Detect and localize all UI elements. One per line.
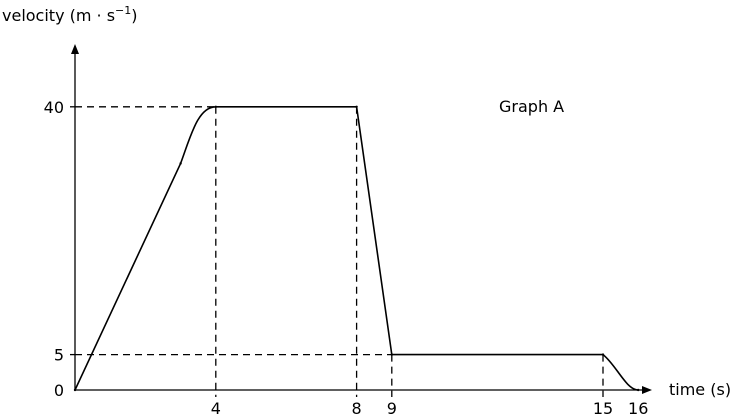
x-tick-labels: 4 8 9 15 16 <box>211 399 649 415</box>
x-axis-arrowhead <box>642 386 652 394</box>
chart-title: Graph A <box>499 97 564 116</box>
y-tick-label-0: 0 <box>54 381 64 400</box>
y-axis-label: velocity (m · s−1) <box>2 4 138 25</box>
y-axis-label-close: ) <box>131 6 137 25</box>
y-axis-label-exponent: −1 <box>115 4 131 17</box>
data-point-6 <box>637 388 640 392</box>
y-tick-labels: 0 5 40 <box>44 98 64 400</box>
y-tick-label-40: 40 <box>44 98 64 117</box>
data-point-0 <box>73 388 77 392</box>
data-point-1 <box>179 162 182 165</box>
data-point-3 <box>355 105 358 109</box>
x-tick-label-9: 9 <box>387 399 397 415</box>
tick-marks <box>70 106 75 356</box>
velocity-curve <box>74 106 639 391</box>
axes <box>71 44 652 394</box>
x-tick-label-8: 8 <box>352 399 362 415</box>
x-tick-label-4: 4 <box>211 399 221 415</box>
data-points <box>73 105 640 392</box>
x-tick-label-15: 15 <box>593 399 613 415</box>
x-tick-label-16: 16 <box>628 399 648 415</box>
data-point-5 <box>601 353 605 356</box>
y-axis-arrowhead <box>71 44 79 54</box>
data-point-4 <box>390 353 393 356</box>
y-axis-label-main: velocity (m · s <box>2 6 115 25</box>
y-tick-label-5: 5 <box>54 346 64 365</box>
x-axis-label: time (s) <box>669 380 731 399</box>
guide-lines <box>75 106 604 397</box>
data-point-2 <box>214 105 217 109</box>
